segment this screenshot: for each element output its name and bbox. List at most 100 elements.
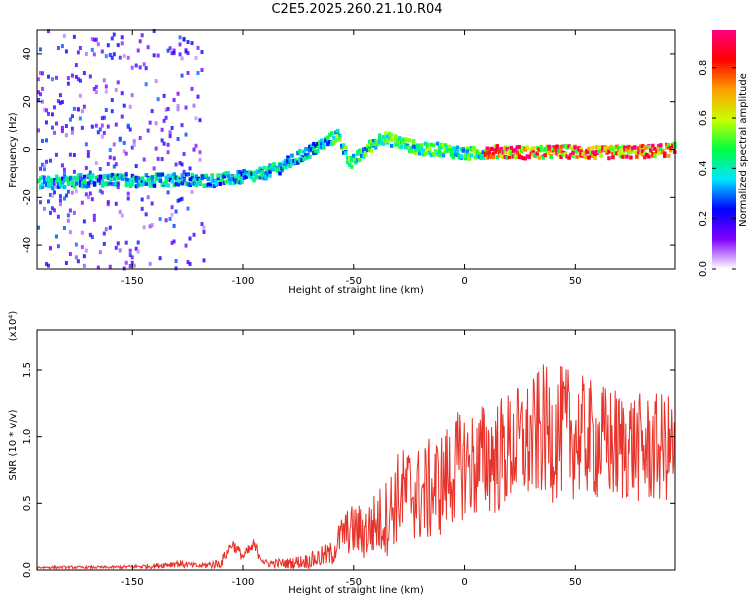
heatmap-cell (499, 146, 504, 151)
heatmap-cell (541, 148, 545, 153)
heatmap-cell (140, 206, 144, 211)
heatmap-cell (226, 179, 230, 184)
heatmap-cell (635, 151, 639, 156)
heatmap-cell (393, 142, 398, 147)
heatmap-cell (591, 153, 595, 158)
heatmap-cell (461, 148, 466, 153)
heatmap-cell (102, 115, 106, 120)
heatmap-cell (651, 143, 655, 148)
heatmap-cell (330, 140, 334, 145)
heatmap-cell (42, 178, 47, 183)
heatmap-cell (324, 138, 328, 143)
heatmap-cell (102, 130, 106, 135)
heatmap-cell (110, 182, 114, 187)
heatmap-cell (266, 166, 270, 171)
heatmap-cell (130, 173, 135, 178)
heatmap-cell (166, 173, 171, 178)
heatmap-cell (641, 152, 645, 157)
heatmap-cell (485, 155, 490, 160)
heatmap-cell (40, 138, 44, 143)
heatmap-cell (176, 107, 180, 112)
heatmap-cell (389, 137, 394, 142)
heatmap-cell (44, 120, 48, 125)
heatmap-cell (473, 148, 478, 153)
heatmap-cell (40, 182, 45, 187)
heatmap-cell (194, 174, 199, 179)
heatmap-cell (439, 145, 444, 150)
heatmap-cell (126, 178, 131, 183)
spectrogram-y-ticks: -40 -20 0 20 40 (22, 48, 675, 253)
heatmap-cell (473, 155, 478, 160)
heatmap-cell (106, 161, 110, 166)
heatmap-cell (236, 180, 240, 185)
heatmap-cell (124, 240, 128, 245)
heatmap-cell (58, 182, 63, 187)
heatmap-cell (88, 177, 93, 182)
heatmap-cell (401, 137, 406, 142)
heatmap-cell (593, 155, 597, 160)
heatmap-cell (296, 160, 300, 165)
heatmap-cell (509, 145, 514, 150)
heatmap-cell (168, 134, 172, 139)
heatmap-cell (286, 155, 290, 160)
heatmap-cell (332, 140, 336, 145)
heatmap-cell (609, 146, 613, 151)
heatmap-cell (62, 226, 66, 231)
heatmap-cell (389, 133, 394, 138)
heatmap-cell (188, 166, 192, 171)
heatmap-cell (178, 197, 182, 202)
heatmap-cell (491, 152, 496, 157)
heatmap-cell (128, 264, 132, 269)
heatmap-cell (152, 181, 157, 186)
heatmap-cell (136, 249, 140, 254)
heatmap-cell (154, 121, 158, 126)
heatmap-cell (657, 144, 661, 149)
heatmap-cell (443, 146, 448, 151)
heatmap-cell (112, 177, 117, 182)
heatmap-cell (621, 154, 625, 159)
heatmap-cell (246, 172, 250, 177)
heatmap-cell (70, 126, 74, 131)
heatmap-cell (38, 47, 42, 52)
heatmap-cell (627, 144, 631, 149)
heatmap-cell (272, 161, 276, 166)
heatmap-cell (643, 155, 647, 160)
heatmap-cell (310, 147, 314, 152)
heatmap-cell (78, 183, 83, 188)
heatmap-cell (627, 150, 631, 155)
heatmap-cell (96, 130, 100, 135)
heatmap-cell (242, 175, 246, 180)
heatmap-cell (304, 155, 308, 160)
heatmap-cell (336, 128, 340, 133)
heatmap-cell (60, 100, 64, 105)
heatmap-cell (106, 173, 111, 178)
heatmap-cell (168, 177, 172, 182)
heatmap-cell (170, 212, 174, 217)
heatmap-cell (76, 77, 80, 82)
heatmap-cell (126, 123, 130, 128)
heatmap-cell (202, 174, 206, 179)
heatmap-cell (154, 79, 158, 84)
heatmap-cell (66, 76, 70, 81)
heatmap-cell (80, 177, 85, 182)
heatmap-cell (90, 179, 95, 184)
heatmap-cell (403, 142, 408, 147)
heatmap-cell (515, 150, 519, 155)
heatmap-cell (78, 116, 82, 121)
heatmap-cell (164, 175, 169, 180)
heatmap-cell (166, 142, 170, 147)
heatmap-cell (94, 37, 98, 42)
heatmap-cell (64, 260, 68, 265)
heatmap-cell (72, 184, 77, 189)
heatmap-cell (140, 178, 145, 183)
heatmap-cell (156, 177, 161, 182)
heatmap-cell (78, 93, 82, 98)
heatmap-cell (389, 143, 394, 148)
heatmap-cell (278, 163, 282, 168)
heatmap-cell (585, 155, 589, 160)
heatmap-cell (150, 175, 155, 180)
heatmap-cell (232, 181, 236, 186)
heatmap-cell (559, 154, 563, 159)
heatmap-cell (328, 132, 332, 137)
